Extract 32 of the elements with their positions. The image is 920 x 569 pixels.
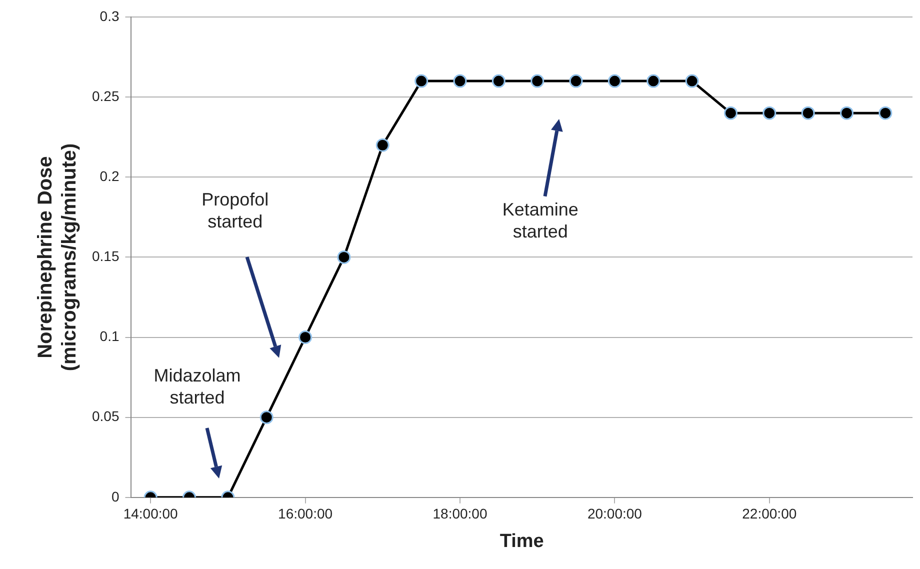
point (608, 74, 622, 88)
annotation: Midazolam started (154, 365, 241, 408)
y-tick-label: 0.05 (92, 408, 120, 424)
point (646, 74, 660, 88)
y-tick-label: 0.3 (100, 8, 120, 24)
point (414, 74, 428, 88)
point (337, 250, 351, 264)
point (724, 106, 738, 120)
point (492, 74, 506, 88)
annotation: Ketamine started (502, 199, 578, 242)
point (878, 106, 892, 120)
x-tick-label: 16:00:00 (278, 506, 333, 522)
y-tick-label: 0 (111, 488, 120, 504)
y-tick-label: 0.2 (100, 168, 120, 184)
point (762, 106, 776, 120)
y-tick-label: 0.15 (92, 248, 120, 264)
x-tick-label: 20:00:00 (587, 506, 642, 522)
point (569, 74, 583, 88)
point (453, 74, 467, 88)
y-tick-label: 0.25 (92, 88, 120, 104)
point (685, 74, 699, 88)
point (376, 138, 390, 152)
y-tick-label: 0.1 (100, 328, 120, 344)
annotation: Propofol started (202, 190, 269, 232)
x-tick-label: 22:00:00 (742, 506, 797, 522)
point (801, 106, 815, 120)
point (530, 74, 544, 88)
x-tick-label: 18:00:00 (432, 506, 488, 522)
y-axis-title: Norepinephrine Dose (micrograms/kg/minute) (34, 143, 81, 372)
x-tick-label: 14:00:00 (123, 506, 178, 522)
x-axis-title: Time (500, 530, 544, 552)
point (840, 106, 854, 120)
